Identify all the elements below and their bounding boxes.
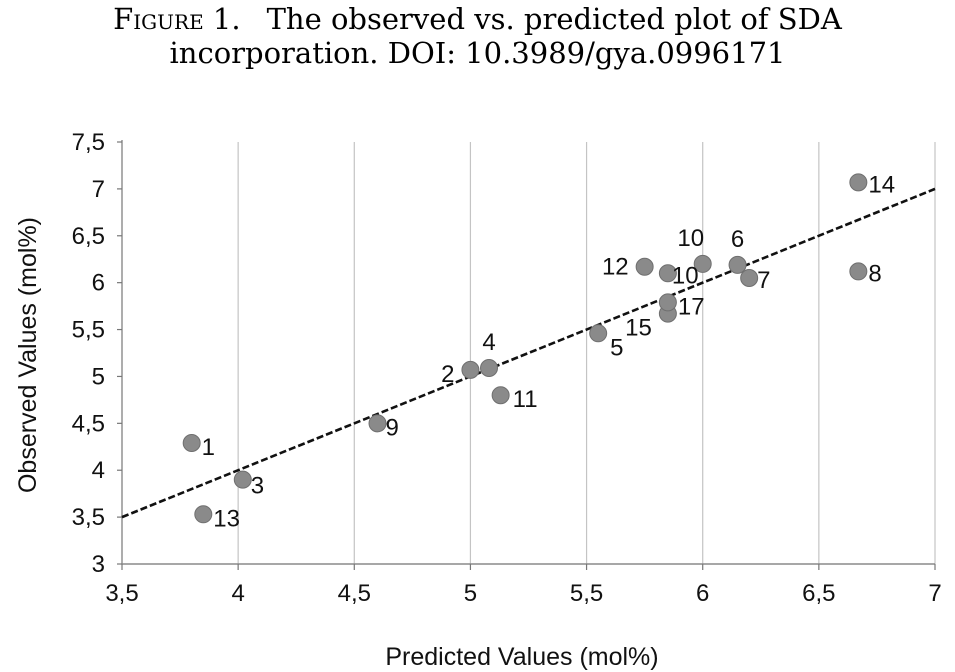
data-point xyxy=(740,268,759,287)
point-label: 11 xyxy=(513,386,538,413)
point-label: 10 xyxy=(677,225,704,252)
data-point xyxy=(849,173,868,192)
y-tick-label: 7 xyxy=(92,176,105,203)
x-tick-label: 4 xyxy=(231,580,244,607)
y-tick-label: 4 xyxy=(92,457,105,484)
x-axis-ticks: 3,5 4 4,5 5 5,5 6 6,5 7 xyxy=(105,564,942,607)
figure-label: Figure 1. xyxy=(113,2,241,36)
data-point xyxy=(480,359,499,378)
point-label: 14 xyxy=(868,171,895,198)
point-label: 2 xyxy=(441,361,454,388)
x-tick-label: 3,5 xyxy=(105,580,138,607)
y-tick-label: 5,5 xyxy=(72,317,105,344)
data-point xyxy=(589,324,608,343)
caption-text-1: The observed vs. predicted plot of SDA xyxy=(266,2,842,36)
data-point xyxy=(491,386,510,405)
data-point xyxy=(658,264,677,283)
data-point xyxy=(635,257,654,276)
y-tick-label: 6,5 xyxy=(72,223,105,250)
x-tick-label: 5,5 xyxy=(570,580,603,607)
fit-line xyxy=(121,187,936,519)
data-point xyxy=(693,254,712,273)
y-tick-label: 6 xyxy=(92,270,105,297)
point-label: 12 xyxy=(602,254,629,281)
axes xyxy=(121,140,935,565)
x-tick-label: 6 xyxy=(696,580,709,607)
point-label: 8 xyxy=(868,260,881,287)
point-label: 1 xyxy=(202,434,215,461)
y-tick-label: 3 xyxy=(92,551,105,578)
point-label: 10 xyxy=(672,262,699,289)
caption-line-2: incorporation. DOI: 10.3989/gya.0996171 xyxy=(169,36,786,70)
x-axis-title: Predicted Values (mol%) xyxy=(385,643,658,671)
point-label: 4 xyxy=(482,329,495,356)
point-label: 13 xyxy=(213,505,240,532)
point-label: 6 xyxy=(731,226,744,253)
point-label: 15 xyxy=(625,315,652,342)
point-label: 17 xyxy=(678,293,705,320)
x-tick-label: 6,5 xyxy=(802,580,835,607)
data-point xyxy=(461,360,480,379)
data-point xyxy=(233,470,252,489)
data-point xyxy=(368,414,387,433)
data-point xyxy=(728,255,747,274)
y-axis-title: Observed Values (mol%) xyxy=(14,217,42,493)
x-tick-label: 5 xyxy=(464,580,477,607)
y-tick-label: 3,5 xyxy=(72,504,105,531)
data-point xyxy=(849,262,868,281)
data-point xyxy=(194,505,213,524)
x-tick-label: 4,5 xyxy=(338,580,371,607)
x-tick-label: 7 xyxy=(928,580,941,607)
point-label: 9 xyxy=(386,414,399,441)
y-tick-label: 7,5 xyxy=(72,129,105,156)
y-tick-label: 4,5 xyxy=(72,410,105,437)
point-label: 5 xyxy=(610,334,623,361)
fit-line-group xyxy=(121,187,936,519)
vertical-gridlines xyxy=(237,142,936,564)
y-axis-ticks: 3 3,5 4 4,5 5 5,5 6 6,5 7 7,5 xyxy=(72,129,122,578)
data-point xyxy=(182,434,201,453)
caption-line-1: Figure 1. The observed vs. predicted plot… xyxy=(0,2,955,36)
point-label: 3 xyxy=(251,473,264,500)
figure-caption: Figure 1. The observed vs. predicted plot… xyxy=(0,2,955,70)
y-tick-label: 5 xyxy=(92,363,105,390)
point-label: 7 xyxy=(757,267,770,294)
data-points xyxy=(182,173,868,524)
data-point xyxy=(658,293,677,312)
